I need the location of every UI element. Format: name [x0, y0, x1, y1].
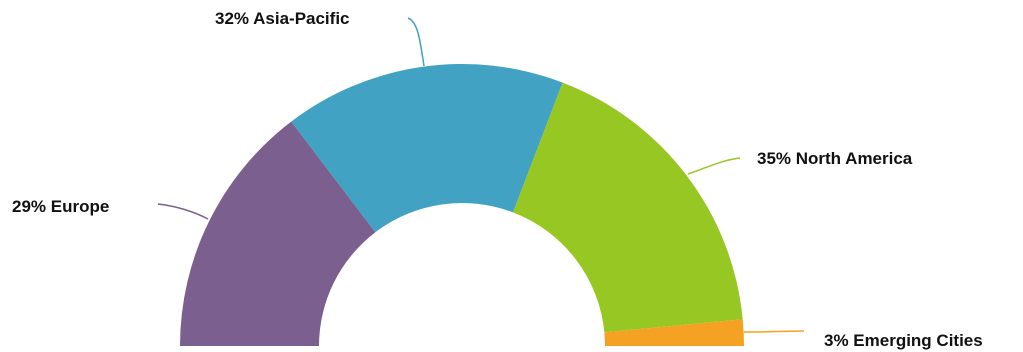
leader-lines-layer — [157, 17, 805, 333]
label-north-america: 35% North America — [757, 149, 913, 168]
leader-line-asia-pacific — [407, 17, 425, 67]
leader-line-north-america — [687, 157, 741, 175]
label-asia-pacific: 32% Asia-Pacific — [215, 9, 350, 28]
slices-layer — [180, 64, 744, 347]
slice-europe — [180, 121, 376, 347]
slice-emerging-cities — [604, 319, 744, 346]
label-europe: 29% Europe — [12, 197, 109, 216]
label-emerging-cities: 3% Emerging Cities — [824, 331, 983, 350]
labels-layer: 29% Europe 32% Asia-Pacific 35% North Amer… — [12, 9, 983, 350]
slice-asia-pacific — [291, 64, 563, 233]
leader-line-emerging-cities — [743, 330, 805, 333]
slice-north-america — [513, 82, 743, 333]
leader-line-europe — [157, 203, 209, 220]
